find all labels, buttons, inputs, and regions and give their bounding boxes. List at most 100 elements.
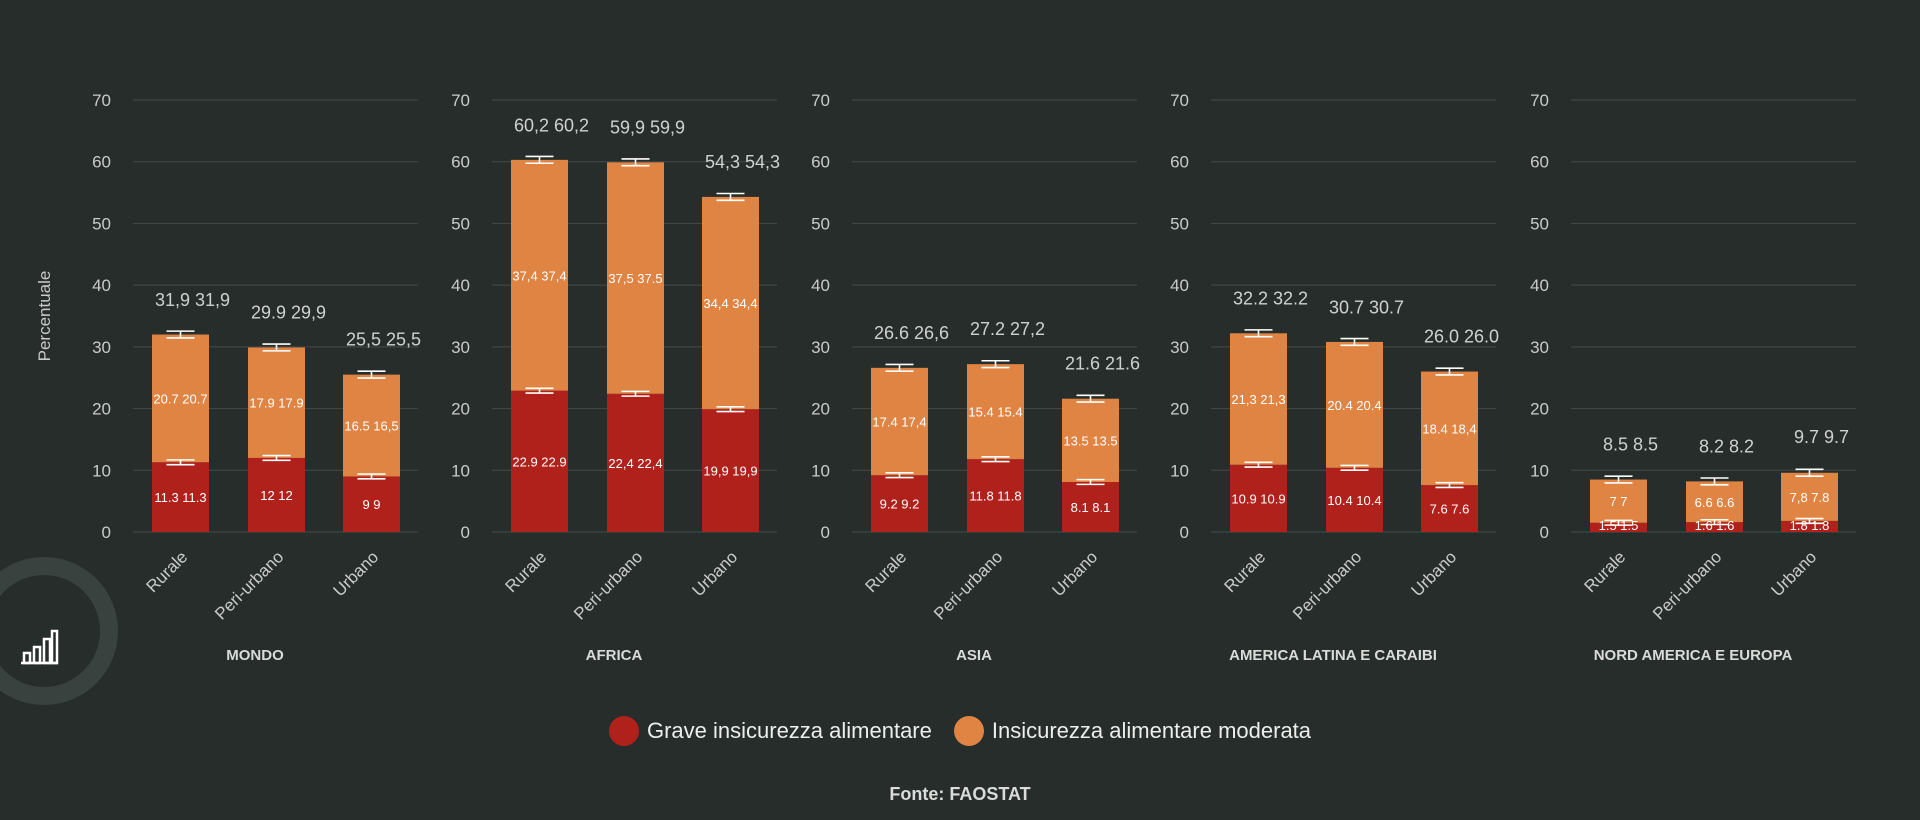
- moderate-value-label: 15.4 15.4: [968, 405, 1022, 420]
- total-value-label: 21.6 21.6: [1065, 354, 1140, 374]
- x-category-label: Rurale: [1580, 547, 1629, 596]
- y-tick-label: 60: [811, 153, 830, 172]
- y-tick-label: 50: [811, 214, 830, 233]
- bar-moderate: [1590, 479, 1647, 523]
- legend: Grave insicurezza alimentare Insicurezza…: [0, 716, 1920, 746]
- y-tick-label: 30: [451, 338, 470, 357]
- moderate-value-label: 18.4 18,4: [1422, 421, 1476, 436]
- x-category-label: Urbano: [688, 547, 741, 600]
- total-value-label: 26.6 26,6: [874, 323, 949, 343]
- x-category-label: Rurale: [861, 547, 910, 596]
- bar-moderate: [1781, 472, 1838, 521]
- x-category-label: Peri-urbano: [1289, 547, 1365, 623]
- bar-moderate: [967, 364, 1024, 460]
- y-tick-label: 20: [1530, 400, 1549, 419]
- total-value-label: 8.2 8.2: [1699, 436, 1754, 456]
- y-tick-label: 70: [451, 91, 470, 110]
- panel-title: NORD AMERICA E EUROPA: [1594, 647, 1793, 664]
- y-tick-label: 0: [461, 523, 470, 542]
- y-tick-label: 70: [1170, 91, 1189, 110]
- bar-severe: [1590, 522, 1647, 532]
- y-tick-label: 50: [1170, 214, 1189, 233]
- y-tick-label: 0: [1180, 523, 1189, 542]
- bar-severe: [871, 475, 928, 532]
- y-tick-label: 0: [821, 523, 830, 542]
- y-tick-label: 60: [1170, 153, 1189, 172]
- total-value-label: 59,9 59,9: [610, 117, 685, 137]
- total-value-label: 8.5 8.5: [1603, 435, 1658, 455]
- total-value-label: 26.0 26.0: [1424, 327, 1499, 347]
- bar-severe: [702, 409, 759, 532]
- x-category-label: Urbano: [1048, 547, 1101, 600]
- y-axis-title: Percentuale: [35, 271, 54, 362]
- bar-severe: [967, 459, 1024, 532]
- severe-value-label: 1.8 1.8: [1790, 518, 1830, 533]
- moderate-value-label: 13.5 13.5: [1063, 433, 1117, 448]
- y-tick-label: 50: [1530, 214, 1549, 233]
- moderate-value-label: 20.7 20.7: [153, 391, 207, 406]
- legend-item-severe[interactable]: Grave insicurezza alimentare: [608, 716, 932, 746]
- legend-item-moderate[interactable]: Insicurezza alimentare moderata: [953, 716, 1311, 746]
- bar-severe: [152, 462, 209, 532]
- bar-severe: [1062, 482, 1119, 532]
- y-tick-label: 60: [92, 153, 111, 172]
- y-tick-label: 70: [1530, 91, 1549, 110]
- bar-moderate: [511, 159, 568, 391]
- y-tick-label: 40: [1530, 276, 1549, 295]
- severe-value-label: 12 12: [260, 488, 293, 503]
- bar-severe: [1326, 467, 1383, 532]
- bar-moderate: [1421, 371, 1478, 486]
- x-category-label: Urbano: [329, 547, 382, 600]
- y-tick-label: 70: [92, 91, 111, 110]
- y-tick-label: 10: [92, 461, 111, 480]
- bar-severe: [248, 457, 305, 532]
- y-tick-label: 30: [811, 338, 830, 357]
- y-tick-label: 0: [102, 523, 111, 542]
- severe-value-label: 11.3 11.3: [154, 490, 206, 505]
- moderate-value-label: 17.4 17,4: [872, 415, 926, 430]
- x-category-label: Urbano: [1767, 547, 1820, 600]
- x-category-label: Peri-urbano: [211, 547, 287, 623]
- moderate-value-label: 34,4 34,4: [703, 296, 757, 311]
- y-tick-label: 40: [811, 276, 830, 295]
- severe-value-label: 22.9 22.9: [512, 454, 566, 469]
- chart: Percentuale 0 10 20 30 40 50 60 70 11.3 11.3 20.7 …: [35, 91, 1856, 664]
- total-value-label: 9.7 9.7: [1794, 427, 1849, 447]
- y-tick-label: 30: [1170, 338, 1189, 357]
- severe-value-label: 1.5 1.5: [1599, 518, 1639, 533]
- y-tick-label: 30: [1530, 338, 1549, 357]
- severe-value-label: 9 9: [362, 497, 380, 512]
- total-value-label: 60,2 60,2: [514, 115, 589, 135]
- severe-value-label: 10.9 10.9: [1231, 491, 1285, 506]
- severe-value-label: 10.4 10.4: [1327, 493, 1381, 508]
- bar-moderate: [152, 334, 209, 463]
- total-value-label: 32.2 32.2: [1233, 288, 1308, 308]
- moderate-value-label: 7 7: [1609, 494, 1627, 509]
- x-category-label: Urbano: [1407, 547, 1460, 600]
- bar-moderate: [343, 374, 400, 477]
- y-tick-label: 20: [92, 400, 111, 419]
- bar-moderate: [702, 196, 759, 410]
- bar-severe: [1781, 520, 1838, 532]
- severe-value-label: 8.1 8.1: [1071, 500, 1111, 515]
- legend-label-severe: Grave insicurezza alimentare: [646, 718, 932, 743]
- severe-value-label: 1.6 1.6: [1695, 518, 1735, 533]
- y-tick-label: 60: [1530, 153, 1549, 172]
- x-category-label: Peri-urbano: [930, 547, 1006, 623]
- y-tick-label: 20: [451, 400, 470, 419]
- bar-severe: [343, 476, 400, 532]
- moderate-value-label: 7,8 7.8: [1790, 490, 1830, 505]
- panel-title: AMERICA LATINA E CARAIBI: [1229, 647, 1437, 664]
- moderate-value-label: 37,5 37.5: [608, 271, 662, 286]
- x-category-label: Peri-urbano: [1649, 547, 1725, 623]
- y-tick-label: 10: [451, 461, 470, 480]
- total-value-label: 25,5 25,5: [346, 330, 421, 350]
- bar-moderate: [607, 162, 664, 394]
- y-tick-label: 30: [92, 338, 111, 357]
- y-tick-label: 40: [1170, 276, 1189, 295]
- bar-severe: [511, 390, 568, 532]
- y-tick-label: 70: [811, 91, 830, 110]
- bar-moderate: [248, 347, 305, 458]
- bar-moderate: [871, 367, 928, 476]
- severe-value-label: 7.6 7.6: [1430, 502, 1470, 517]
